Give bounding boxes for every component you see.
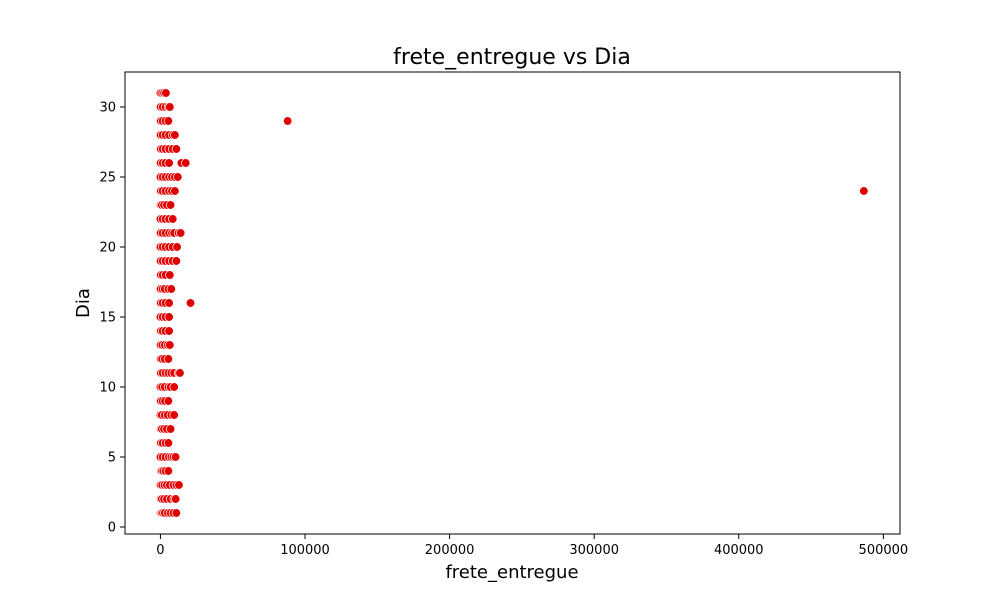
x-axis-ticks: 0 100000 200000 300000 400000 500000 — [156, 534, 908, 558]
x-tick-label: 400000 — [714, 543, 764, 558]
x-tick-label: 500000 — [859, 543, 909, 558]
scatter-point — [169, 382, 179, 392]
scatter-point — [164, 326, 174, 336]
scatter-point — [165, 200, 176, 210]
scatter-point — [166, 284, 176, 294]
scatter-point — [171, 144, 181, 154]
x-axis-label: frete_entregue — [445, 562, 578, 583]
scatter-point — [170, 186, 180, 196]
y-axis-label: Dia — [73, 288, 94, 318]
scatter-point — [283, 116, 293, 126]
scatter-point — [165, 340, 175, 350]
x-tick-label: 200000 — [425, 543, 475, 558]
scatter-point — [164, 298, 174, 308]
y-tick-label: 0 — [108, 521, 116, 536]
scatter-point — [165, 270, 175, 280]
scatter-point — [171, 256, 181, 266]
scatter-point — [164, 158, 174, 168]
x-tick-label: 100000 — [280, 543, 330, 558]
y-tick-label: 5 — [108, 451, 116, 466]
scatter-point — [172, 242, 182, 252]
x-tick-label: 0 — [156, 543, 164, 558]
scatter-point — [170, 452, 181, 462]
scatter-point — [163, 116, 174, 126]
scatter-point — [170, 130, 180, 140]
scatter-point — [169, 410, 179, 420]
scatter-point — [165, 102, 175, 112]
scatter-point — [185, 298, 196, 308]
scatter-point — [161, 88, 171, 98]
y-tick-label: 10 — [99, 381, 116, 396]
y-tick-label: 20 — [99, 241, 116, 256]
scatter-point — [175, 368, 185, 378]
scatter-point — [171, 508, 181, 518]
x-tick-label: 300000 — [569, 543, 619, 558]
plot-frame — [124, 71, 901, 535]
scatter-point — [170, 494, 181, 504]
scatter-point — [168, 214, 178, 224]
scatter-point — [163, 438, 174, 448]
scatter-point — [173, 172, 183, 182]
y-axis-ticks: 0 5 10 15 20 25 30 — [99, 101, 125, 536]
scatter-point — [163, 466, 174, 476]
points-layer — [155, 88, 869, 518]
scatter-point — [163, 354, 174, 364]
scatter-point — [176, 228, 186, 238]
y-tick-label: 30 — [99, 101, 116, 116]
scatter-point — [164, 312, 174, 322]
scatter-point — [165, 424, 176, 434]
scatter-point — [174, 480, 184, 490]
y-tick-label: 15 — [99, 311, 116, 326]
scatter-point — [181, 158, 191, 168]
y-tick-label: 25 — [99, 171, 116, 186]
scatter-point — [859, 186, 869, 196]
scatter-point — [163, 396, 174, 406]
chart-title: frete_entregue vs Dia — [393, 45, 631, 70]
